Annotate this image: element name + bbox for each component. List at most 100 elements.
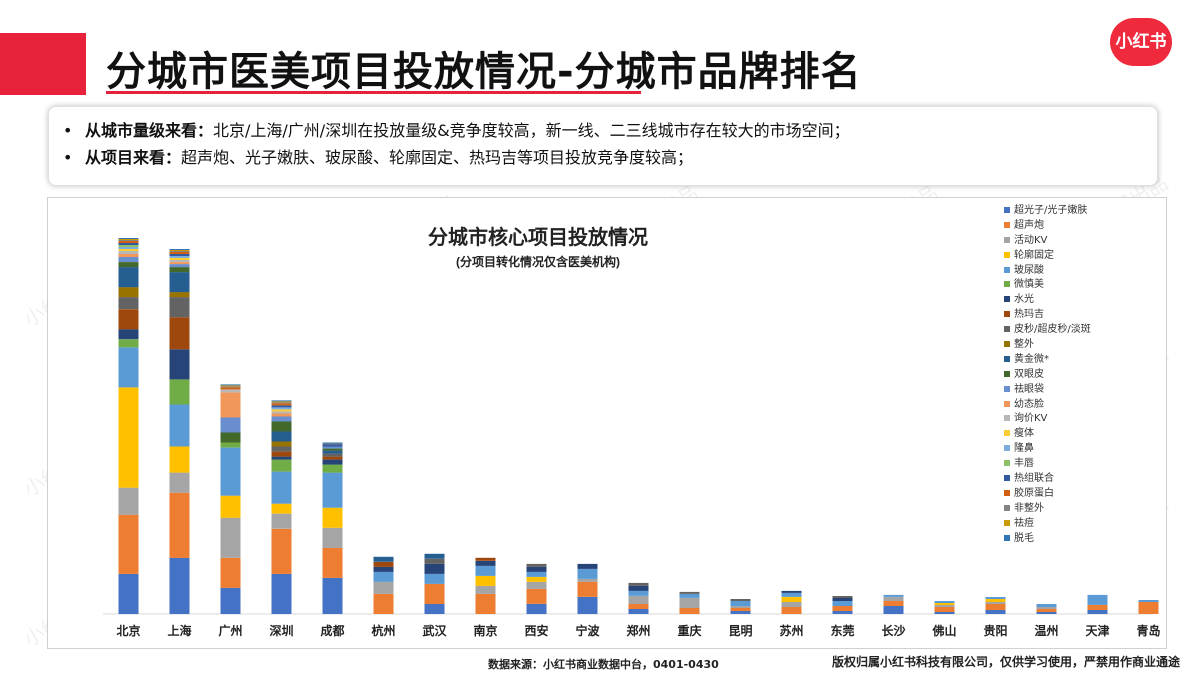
- copyright-note: 版权归属小红书科技有限公司，仅供学习使用，严禁用作商业通途: [831, 655, 1180, 669]
- legend-label: 黄金微*: [1014, 353, 1049, 365]
- bar-segment: [169, 472, 190, 493]
- bar-segment: [475, 560, 496, 566]
- bar-segment: [628, 585, 649, 591]
- bar-segment: [373, 571, 394, 582]
- bar-segment: [526, 576, 547, 582]
- bar-segment: [118, 514, 139, 574]
- bar-segment: [577, 578, 598, 582]
- bar-segment: [475, 557, 496, 561]
- legend-item: 活动KV: [1004, 234, 1164, 249]
- legend-item: 玻尿酸: [1004, 264, 1164, 279]
- bar-segment: [271, 459, 292, 472]
- legend-label: 祛眼袋: [1014, 383, 1044, 395]
- bar-segment: [169, 250, 190, 251]
- bar-segment: [373, 556, 394, 562]
- legend-swatch: [1004, 281, 1010, 288]
- bar-stack-group: [118, 238, 1159, 614]
- bar-segment: [220, 417, 241, 433]
- legend-label: 询价KV: [1014, 413, 1048, 425]
- legend-label: 超声炮: [1014, 219, 1044, 231]
- x-tick-label: 上海: [167, 623, 191, 638]
- bar-segment: [118, 239, 139, 240]
- bar-segment: [220, 392, 241, 418]
- bar-segment: [271, 401, 292, 403]
- legend-item: 热玛吉: [1004, 308, 1164, 323]
- bar-segment: [475, 565, 496, 576]
- x-tick-label: 郑州: [626, 623, 650, 638]
- bar-segment: [271, 400, 292, 402]
- bar-segment: [679, 593, 700, 598]
- x-tick-label: 重庆: [677, 623, 701, 638]
- bar-segment: [322, 446, 343, 449]
- legend-item: 丰唇: [1004, 457, 1164, 472]
- bar-segment: [934, 607, 955, 612]
- legend-item: 祛痘: [1004, 517, 1164, 532]
- bar-segment: [271, 405, 292, 408]
- bar-segment: [985, 604, 1006, 610]
- bar-segment: [169, 349, 190, 380]
- x-tick-label: 深圳: [269, 623, 293, 638]
- bar-segment: [373, 561, 394, 567]
- bar-segment: [169, 317, 190, 350]
- legend-swatch: [1004, 251, 1010, 258]
- bar-segment: [118, 249, 139, 251]
- bar-segment: [169, 292, 190, 298]
- legend-item: 询价KV: [1004, 412, 1164, 427]
- bar-segment: [577, 581, 598, 597]
- bar-segment: [373, 593, 394, 614]
- bar-segment: [628, 609, 649, 614]
- bar-segment: [1087, 605, 1108, 610]
- legend-swatch: [1004, 415, 1010, 422]
- bar-segment: [475, 593, 496, 614]
- legend-swatch: [1004, 475, 1010, 482]
- bar-segment: [271, 403, 292, 406]
- bar-segment: [781, 602, 802, 607]
- bar-segment: [271, 431, 292, 442]
- legend-swatch: [1004, 341, 1010, 348]
- bar-segment: [118, 238, 139, 239]
- bar-segment: [832, 596, 853, 598]
- bar-segment: [424, 583, 445, 604]
- bar-segment: [526, 571, 547, 577]
- bar-segment: [118, 339, 139, 348]
- bar-segment: [169, 264, 190, 268]
- legend-label: 玻尿酸: [1014, 264, 1044, 276]
- bar-segment: [271, 409, 292, 412]
- bar-segment: [271, 441, 292, 447]
- x-tick-label: 宁波: [575, 623, 600, 638]
- summary-line-city: • 从城市量级来看：北京/上海/广州/深圳在投放量级&竞争度较高，新一线、二三线城…: [63, 117, 1143, 144]
- bar-segment: [781, 592, 802, 597]
- bar-segment: [322, 456, 343, 460]
- x-tick-label: 佛山: [931, 623, 956, 638]
- bar-segment: [118, 243, 139, 245]
- page-title: 分城市医美项目投放情况-分城市品牌排名: [106, 49, 862, 95]
- chart-legend: 超光子/光子嫩肤 超声炮 活动KV 轮廓固定 玻尿酸 微慎美 水光 热玛吉 皮秒/超皮秒/淡斑整…: [1004, 204, 1164, 546]
- legend-label: 瘦体: [1014, 428, 1034, 440]
- bar-segment: [220, 384, 241, 386]
- bar-segment: [985, 597, 1006, 599]
- legend-item: 瘦体: [1004, 427, 1164, 442]
- bar-segment: [322, 450, 343, 454]
- bar-segment: [169, 252, 190, 254]
- legend-item: 皮秒/超皮秒/淡斑: [1004, 323, 1164, 338]
- bar-segment: [220, 587, 241, 614]
- bar-segment: [424, 558, 445, 564]
- bar-segment: [730, 608, 751, 611]
- summary-key: 从城市量级来看：: [85, 121, 214, 140]
- bar-segment: [271, 416, 292, 422]
- bar-segment: [730, 599, 751, 601]
- legend-item: 微慎美: [1004, 278, 1164, 293]
- legend-label: 丰唇: [1014, 458, 1034, 470]
- bar-segment: [526, 566, 547, 572]
- bar-segment: [169, 256, 190, 258]
- bar-segment: [169, 379, 190, 405]
- bar-segment: [118, 573, 139, 614]
- bar-segment: [118, 257, 139, 262]
- legend-item: 脱毛: [1004, 532, 1164, 547]
- bar-segment: [271, 573, 292, 614]
- bar-segment: [1036, 612, 1057, 614]
- bar-segment: [832, 598, 853, 601]
- bar-segment: [118, 241, 139, 243]
- legend-item: 双眼皮: [1004, 368, 1164, 383]
- bar-segment: [322, 464, 343, 473]
